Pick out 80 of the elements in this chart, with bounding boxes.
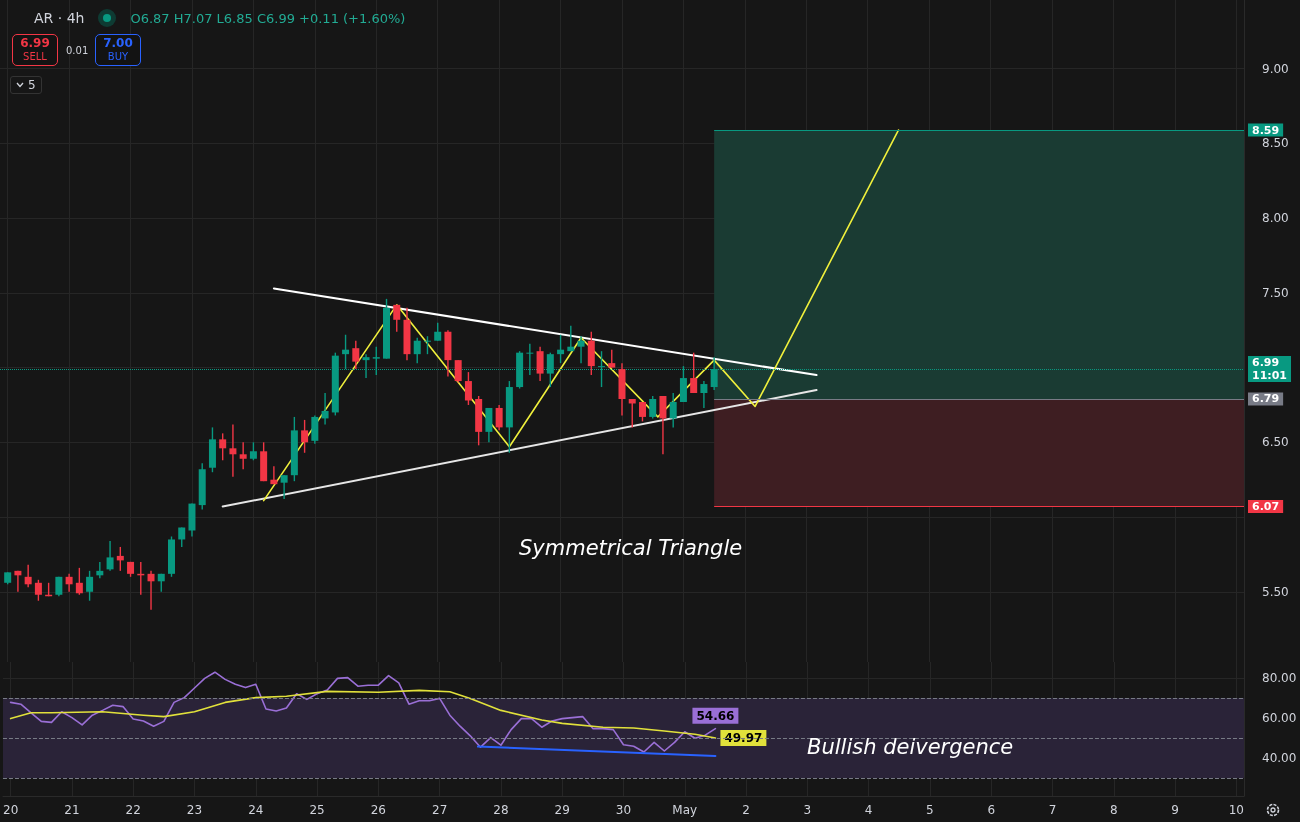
candlestick [116, 546, 124, 572]
y-tick-label: 60.00 [1262, 711, 1297, 725]
annotation: Symmetrical Triangle [519, 536, 743, 560]
candlestick [34, 579, 42, 602]
candlestick [536, 345, 544, 382]
candlestick [669, 392, 677, 429]
annotation: SELL [22, 50, 48, 63]
x-tick-label: 5 [926, 803, 934, 817]
data-label: 54.66 [696, 708, 735, 723]
x-tick-label: 27 [431, 803, 448, 817]
candlestick [690, 351, 698, 394]
candlestick [393, 304, 401, 333]
candlestick [649, 395, 657, 420]
annotation: 0.01 [66, 45, 89, 56]
x-tick-label: 26 [370, 803, 386, 817]
y-tick-label: 80.00 [1262, 671, 1297, 685]
candlestick [75, 567, 83, 596]
x-tick-label: 4 [864, 803, 873, 817]
x-tick-label: 8 [1109, 803, 1118, 817]
annotation: 5 [28, 78, 36, 92]
candlestick [239, 441, 247, 470]
y-tick-label: 5.50 [1262, 584, 1289, 599]
x-tick-label: 22 [125, 803, 141, 817]
candlestick [270, 465, 278, 485]
candlestick [352, 340, 360, 370]
text: AR · 4h [34, 10, 85, 26]
y-tick-label: 40.00 [1262, 751, 1297, 765]
annotation: 6.99 [19, 36, 51, 50]
candlestick [280, 474, 288, 500]
candlestick [301, 419, 309, 454]
candlestick [495, 404, 503, 432]
x-tick-label: 23 [186, 803, 203, 817]
x-tick-label: 10 [1228, 803, 1244, 817]
text: O6.87 H7.07 L6.85 C6.99 +0.11 (+1.60%) [130, 10, 406, 26]
ref-line-label: 8.59 [1252, 123, 1280, 137]
x-tick-label: 7 [1048, 803, 1057, 817]
candlestick [464, 371, 472, 406]
candlestick [96, 561, 104, 580]
x-tick-label: 3 [803, 803, 812, 817]
candlestick [229, 423, 237, 478]
y-tick-label: 6.50 [1262, 435, 1289, 450]
y-tick-label: 9.00 [1262, 61, 1289, 76]
y-tick-label: 8.00 [1262, 211, 1289, 226]
x-tick-label: 28 [493, 803, 509, 817]
candlestick [577, 335, 585, 364]
x-tick-label: 6 [987, 803, 996, 817]
candlestick [342, 334, 350, 370]
x-tick-label: 25 [309, 803, 325, 817]
y-tick-label: 8.50 [1262, 136, 1289, 151]
x-tick-label: 29 [554, 803, 570, 817]
candlestick [485, 407, 493, 444]
x-tick-label: May [672, 803, 698, 817]
y-tick-label: 7.50 [1262, 285, 1289, 300]
candlestick [86, 570, 94, 602]
candlestick [700, 380, 708, 409]
candlestick [567, 325, 575, 352]
x-tick-label: 2 [742, 803, 750, 817]
candlestick [413, 337, 421, 364]
candlestick [454, 359, 462, 384]
candlestick [219, 432, 227, 461]
annotation: Bullish deivergence [807, 735, 1014, 759]
candlestick [557, 334, 565, 364]
ref-line-label: 6.79 [1252, 392, 1280, 406]
ref-line-label: 6.99 11:01 [1252, 356, 1288, 383]
x-tick-label: 30 [615, 803, 632, 817]
candlestick [659, 395, 667, 455]
ref-line-label: 6.07 [1252, 500, 1280, 514]
candlestick [311, 414, 319, 445]
annotation: 7.00 [102, 36, 134, 50]
x-tick-label: 20 [2, 803, 19, 817]
candlestick [147, 570, 155, 611]
candlestick [24, 564, 32, 588]
x-tick-label: 24 [248, 803, 264, 817]
candlestick [321, 392, 329, 426]
candlestick [628, 398, 636, 429]
annotation: BUY [106, 50, 130, 63]
x-tick-label: 9 [1171, 803, 1179, 817]
data-label: 49.97 [724, 731, 763, 746]
x-tick-label: 21 [64, 803, 80, 817]
candlestick [106, 540, 114, 572]
